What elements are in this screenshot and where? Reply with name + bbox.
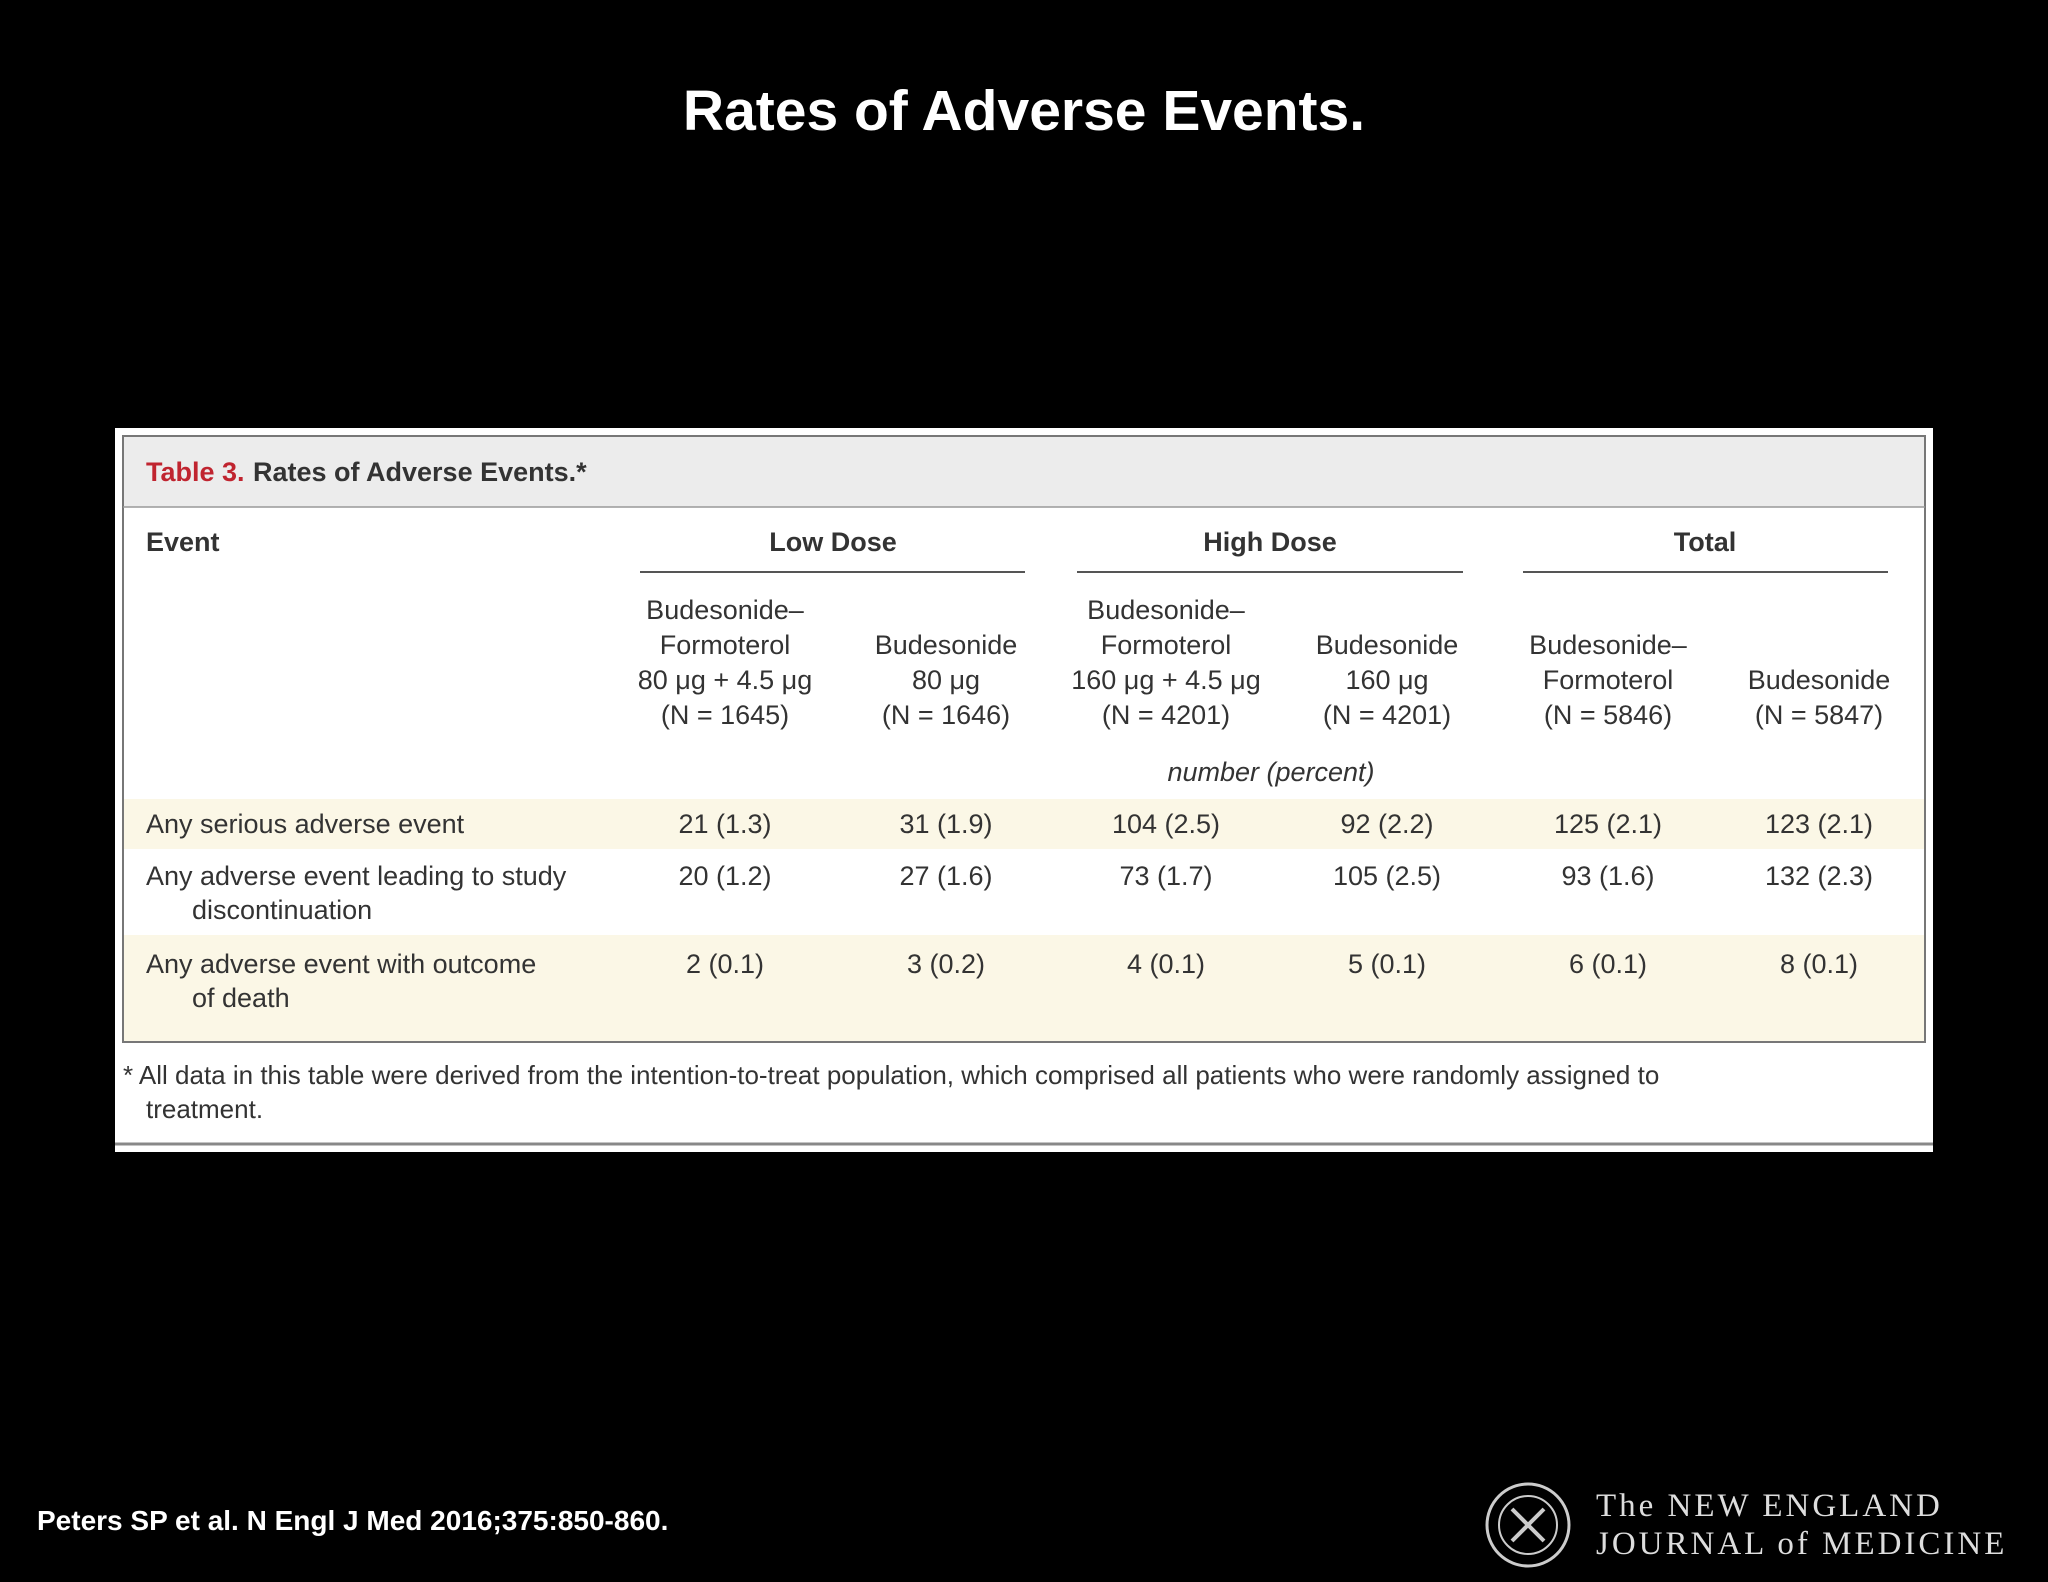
slide-title: Rates of Adverse Events. [682,79,1366,143]
column-header: Budesonide– [1529,630,1687,660]
cell: 8 (0.1) [1779,949,1859,979]
column-header: Budesonide [874,630,1018,660]
column-header: Formoterol [1542,665,1674,695]
column-header: Budesonide– [1087,595,1245,625]
cell: 123 (2.1) [1764,809,1874,839]
column-header: (N = 4201) [1101,700,1231,730]
column-header: (N = 5847) [1754,700,1884,730]
table-caption: Rates of Adverse Events.* [253,457,587,487]
column-header: Budesonide [1747,665,1891,695]
cell: 73 (1.7) [1119,861,1213,891]
column-header: 80 μg + 4.5 μg [637,665,813,695]
column-header: Budesonide [1315,630,1459,660]
column-header: 160 μg [1345,665,1429,695]
column-header: (N = 5846) [1543,700,1673,730]
citation: Peters SP et al. N Engl J Med 2016;375:8… [37,1505,669,1536]
table-label: Table 3. [146,457,245,487]
row-label: discontinuation [192,895,373,925]
unit-label: number (percent) [1167,757,1375,787]
column-header: Budesonide– [646,595,804,625]
cell: 27 (1.6) [899,861,993,891]
table-card: Table 3. Rates of Adverse Events.* Event Lo… [115,428,1933,1152]
column-header: (N = 4201) [1322,700,1452,730]
column-header: Formoterol [1100,630,1232,660]
cell: 31 (1.9) [899,809,993,839]
cell: 3 (0.2) [906,949,986,979]
table-frame [115,435,1933,1146]
row-band [123,935,1925,1042]
logo-seal [1485,1482,1571,1568]
logo-line: JOURNAL of MEDICINE [1596,1526,2008,1562]
column-header: 80 μg [911,665,981,695]
table-border [122,435,1926,1043]
event-header: Event [146,527,220,557]
cell: 6 (0.1) [1568,949,1648,979]
column-header: (N = 1646) [881,700,1011,730]
group-header: High Dose [1203,527,1337,557]
cell: 105 (2.5) [1332,861,1442,891]
column-header: 160 μg + 4.5 μg [1071,665,1261,695]
logo-line: The NEW ENGLAND [1596,1488,1943,1524]
cell: 21 (1.3) [678,809,772,839]
cell: 125 (2.1) [1553,809,1663,839]
column-header: Formoterol [659,630,791,660]
row-label: Any adverse event with outcome [146,949,537,979]
row-band [123,799,1925,849]
footnote: treatment. [146,1094,264,1124]
column-header: (N = 1645) [660,700,790,730]
cell: 92 (2.2) [1340,809,1434,839]
group-header: Total [1673,527,1737,557]
cell: 104 (2.5) [1111,809,1221,839]
cell: 20 (1.2) [678,861,772,891]
footnote: * All data in this table were derived fr… [123,1060,1660,1090]
cell: 132 (2.3) [1764,861,1874,891]
cell: 93 (1.6) [1561,861,1655,891]
group-header: Low Dose [769,527,897,557]
row-label: of death [192,983,290,1013]
caption-band [123,436,1925,507]
row-label: Any serious adverse event [146,809,465,839]
cell: 4 (0.1) [1126,949,1206,979]
row-label: Any adverse event leading to study [146,861,567,891]
cell: 5 (0.1) [1347,949,1427,979]
cell: 2 (0.1) [685,949,765,979]
